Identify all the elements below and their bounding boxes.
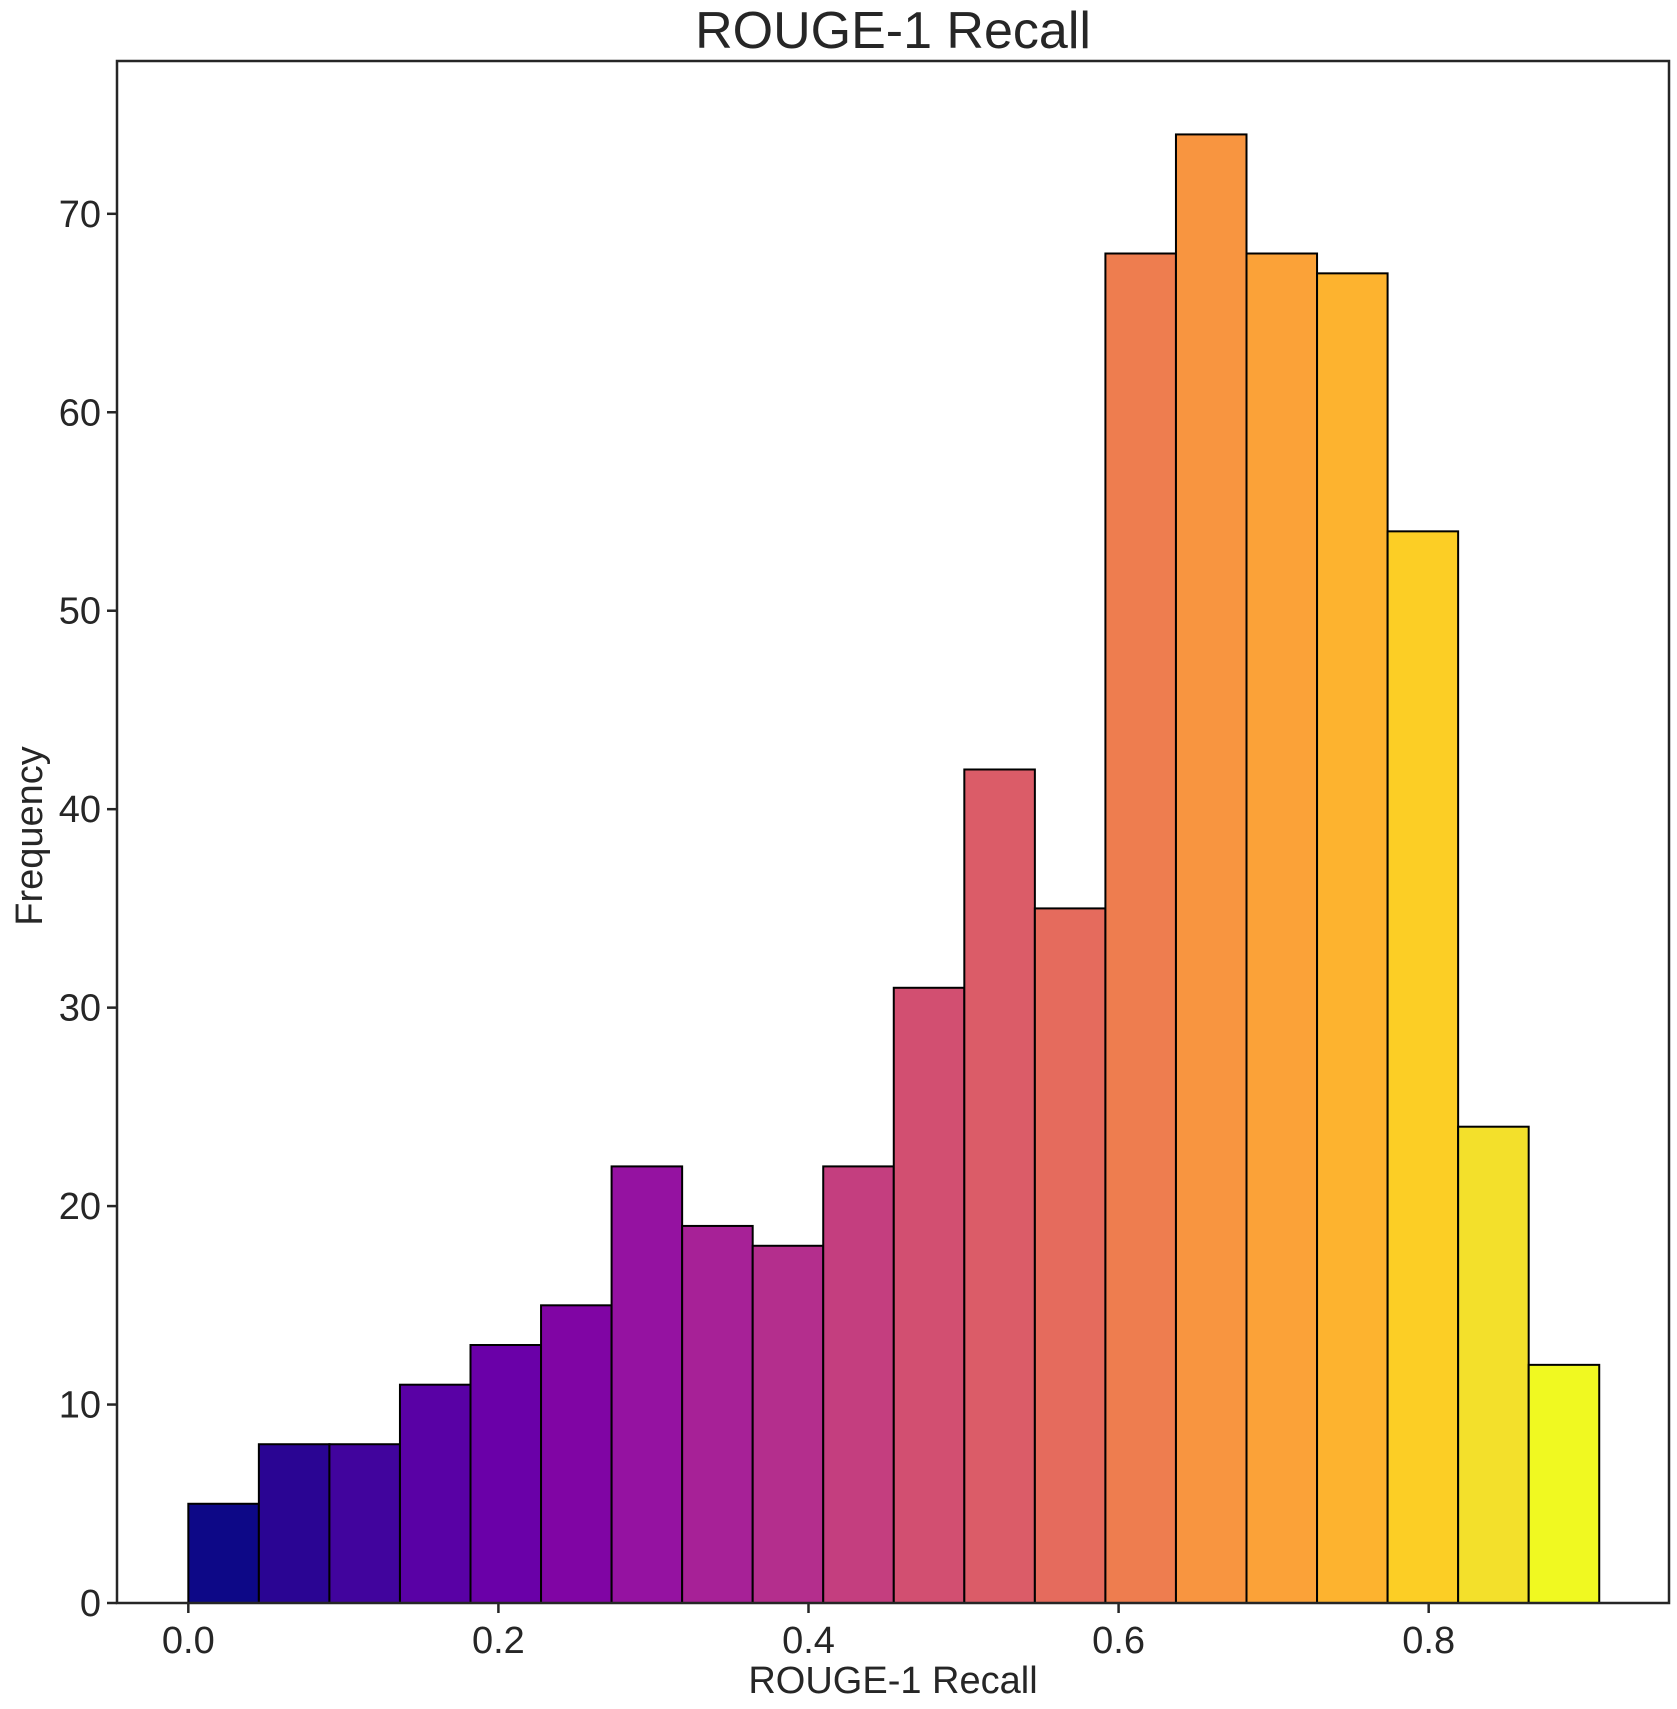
histogram-bar: [1386, 530, 1460, 1605]
histogram-bar: [328, 1443, 401, 1604]
y-tick-label: 40: [59, 789, 101, 831]
y-axis-ticks: 0 10 20 30 40 50 60 70: [59, 194, 117, 1625]
y-tick-label: 20: [59, 1186, 101, 1228]
histogram-bar: [187, 1502, 260, 1605]
y-tick-label: 70: [59, 194, 101, 236]
chart-title: ROUGE-1 Recall: [695, 2, 1091, 60]
y-tick-label: 30: [59, 988, 101, 1030]
y-tick-label: 10: [59, 1385, 101, 1427]
y-axis-label: Frequency: [9, 746, 51, 926]
bars-group: [187, 133, 1601, 1605]
histogram-bar: [963, 768, 1036, 1604]
histogram-bar: [398, 1383, 472, 1605]
histogram-bar: [822, 1165, 895, 1605]
histogram-bar: [1033, 907, 1107, 1604]
histogram-bar: [681, 1224, 754, 1604]
y-tick-label: 50: [59, 591, 101, 633]
histogram-bar: [1174, 133, 1248, 1604]
histogram-bar: [751, 1244, 825, 1604]
x-tick-label: 0.6: [1092, 1620, 1145, 1662]
histogram-bar: [1245, 252, 1319, 1604]
plot-frame: [115, 59, 1671, 1605]
y-tick-label: 60: [59, 392, 101, 434]
histogram-bar: [1316, 272, 1389, 1604]
histogram-bar: [1527, 1363, 1601, 1604]
x-axis-ticks: 0.0 0.2 0.4 0.6 0.8: [162, 1603, 1455, 1662]
histogram-bar: [610, 1165, 684, 1605]
histogram-bar: [469, 1344, 543, 1604]
histogram-bar: [257, 1443, 331, 1604]
histogram-bar: [892, 986, 966, 1604]
x-axis-label: ROUGE-1 Recall: [748, 1660, 1037, 1702]
histogram-bar: [540, 1304, 613, 1605]
x-tick-label: 0.8: [1402, 1620, 1455, 1662]
x-tick-label: 0.2: [472, 1620, 525, 1662]
x-tick-label: 0.0: [162, 1620, 215, 1662]
y-tick-label: 0: [80, 1583, 101, 1625]
histogram-bar: [1104, 252, 1177, 1604]
x-tick-label: 0.4: [782, 1620, 835, 1662]
histogram-bar: [1457, 1125, 1530, 1604]
